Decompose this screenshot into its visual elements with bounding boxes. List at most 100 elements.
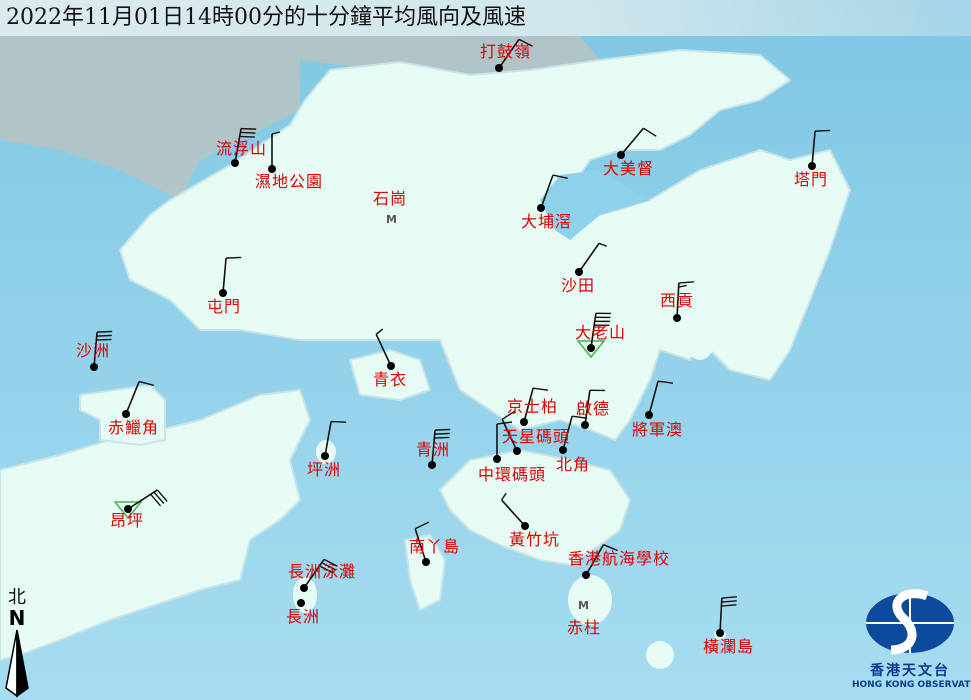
wind-barb-full — [435, 428, 451, 431]
wind-barb-full — [331, 420, 347, 423]
station-dot — [582, 571, 590, 579]
station-label: 長洲泳灘 — [288, 562, 357, 581]
station-label: 流浮山 — [216, 139, 268, 158]
wind-barb-staff — [125, 381, 140, 415]
station-label: 赤柱 — [567, 618, 602, 637]
station-dot — [231, 159, 239, 167]
station-label: 坪洲 — [307, 460, 342, 479]
station-label: 西貢 — [660, 291, 695, 310]
logo-text-zh: 香港天文台 — [870, 663, 950, 679]
wind-barb-full — [434, 432, 450, 435]
stanley-peninsula — [568, 575, 612, 625]
station-dot — [124, 505, 132, 513]
wind-barb-staff — [620, 127, 645, 156]
station-dot — [581, 421, 589, 429]
station-dot — [428, 461, 436, 469]
lantau-island — [0, 388, 312, 662]
station-label: 京士柏 — [507, 397, 559, 416]
wind-barb-staff — [585, 544, 605, 576]
wind-barb-full — [518, 38, 533, 47]
hko-logo: 香港天文台 HONG KONG OBSERVATORY — [852, 588, 971, 690]
station-label: 南丫島 — [409, 537, 461, 556]
station-label: 沙洲 — [76, 341, 111, 360]
missing-data-marker: M — [578, 599, 589, 612]
mainland-hk — [118, 48, 852, 442]
wind-barb-full — [678, 281, 694, 284]
wind-barb-staff — [431, 430, 436, 466]
wind-barb-staff — [540, 174, 554, 209]
wind-barb-staff — [648, 380, 659, 416]
wind-barb-staff — [676, 283, 680, 319]
wind-barb-full — [323, 558, 338, 567]
station-dot — [673, 314, 681, 322]
wind-barb-staff — [562, 415, 573, 451]
station-label: 赤鱲角 — [108, 418, 160, 437]
tsing-yi-island — [348, 348, 432, 402]
station-dot — [645, 411, 653, 419]
wind-barb-staff — [501, 418, 518, 452]
station-dot — [521, 522, 529, 530]
wind-barb-staff — [234, 128, 242, 164]
station-label: 中環碼頭 — [478, 465, 547, 484]
wind-barb-staff — [578, 242, 600, 273]
wind-barb-staff — [127, 489, 158, 510]
station-label: 大美督 — [603, 159, 655, 178]
wind-barbs-layer — [90, 38, 831, 637]
station-dot — [559, 446, 567, 454]
wind-barb-staff — [303, 558, 325, 589]
north-arrow: 北 N — [2, 588, 32, 698]
station-dot — [122, 410, 130, 418]
wind-barb-staff — [719, 598, 723, 634]
station-label: 青衣 — [373, 370, 408, 389]
station-dot — [808, 162, 816, 170]
wind-barb-staff — [523, 387, 534, 423]
station-label: 濕地公園 — [255, 172, 324, 191]
station-dot — [422, 558, 430, 566]
station-dot — [716, 629, 724, 637]
wind-barb-full — [643, 127, 657, 137]
title-bar — [0, 0, 971, 36]
wind-barb-full — [321, 561, 336, 571]
wind-barb-full — [552, 174, 568, 180]
wind-barb-half — [375, 328, 384, 335]
wind-barb-full — [721, 604, 737, 607]
station-label: 將軍澳 — [632, 420, 684, 439]
wind-barb-full — [319, 565, 334, 574]
wind-barb-full — [815, 129, 831, 132]
wind-barb-full — [240, 131, 256, 134]
station-label: 屯門 — [207, 297, 242, 316]
station-dot — [617, 151, 625, 159]
station-label: 北角 — [556, 455, 591, 474]
hk-island — [438, 448, 632, 567]
station-dot — [537, 204, 545, 212]
wind-barb-staff — [222, 258, 227, 294]
station-dot — [387, 362, 395, 370]
missing-data-marker: M — [386, 213, 397, 226]
wind-barb-staff — [498, 38, 520, 69]
station-triangle-marker — [113, 501, 143, 520]
station-label: 橫瀾島 — [703, 637, 755, 656]
wind-barb-full — [156, 489, 168, 502]
lamma-island — [403, 533, 447, 612]
wind-barb-full — [138, 380, 154, 386]
logo-text-en: HONG KONG OBSERVATORY — [852, 680, 971, 690]
wind-barb-staff — [375, 333, 392, 367]
wind-barb-full — [434, 436, 450, 439]
station-dot — [493, 455, 501, 463]
station-label: 昂坪 — [110, 511, 145, 530]
wind-barb-full — [721, 600, 737, 603]
station-dot — [268, 165, 276, 173]
station-label: 打鼓嶺 — [480, 42, 532, 61]
north-label-en: N — [8, 606, 26, 630]
station-label: 啟德 — [576, 399, 611, 418]
wind-barb-full — [414, 521, 430, 530]
wind-barb-full — [96, 334, 112, 337]
wind-barb-full — [603, 544, 618, 552]
station-dot — [300, 584, 308, 592]
wind-barb-full — [150, 493, 162, 507]
wind-barb-full — [532, 387, 549, 391]
station-label: 天星碼頭 — [502, 427, 571, 446]
map-title: 2022年11月01日14時00分的十分鐘平均風向及風速 — [6, 5, 526, 30]
wind-barb-full — [239, 135, 255, 138]
